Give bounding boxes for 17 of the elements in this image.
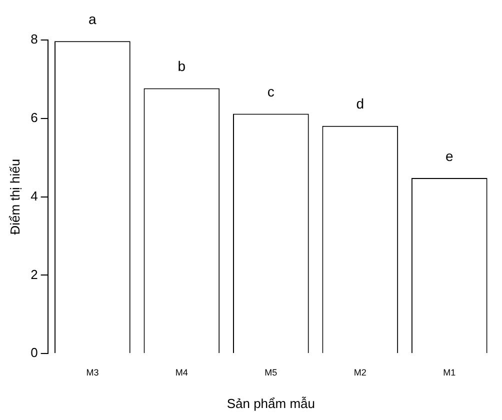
y-tick-label: 6 <box>30 110 38 125</box>
x-tick-label: M2 <box>354 367 366 378</box>
x-tick-label: M5 <box>264 367 278 378</box>
annotation: b <box>178 58 186 74</box>
x-tick-label: M4 <box>175 367 188 378</box>
y-tick-label: 2 <box>30 266 38 282</box>
annotation: c <box>267 84 274 100</box>
x-tick-label: M1 <box>443 367 456 378</box>
x-axis-title: Sản phẩm mẫu <box>226 396 315 411</box>
y-tick-label: 8 <box>30 32 38 47</box>
annotation: d <box>356 96 364 112</box>
y-tick-label: 4 <box>30 188 38 204</box>
y-axis-title: Điểm thị hiếu <box>7 158 22 235</box>
y-tick-label: 0 <box>30 345 38 360</box>
annotation: a <box>88 11 97 28</box>
x-tick-label: M3 <box>86 367 99 378</box>
annotation: e <box>445 148 454 164</box>
